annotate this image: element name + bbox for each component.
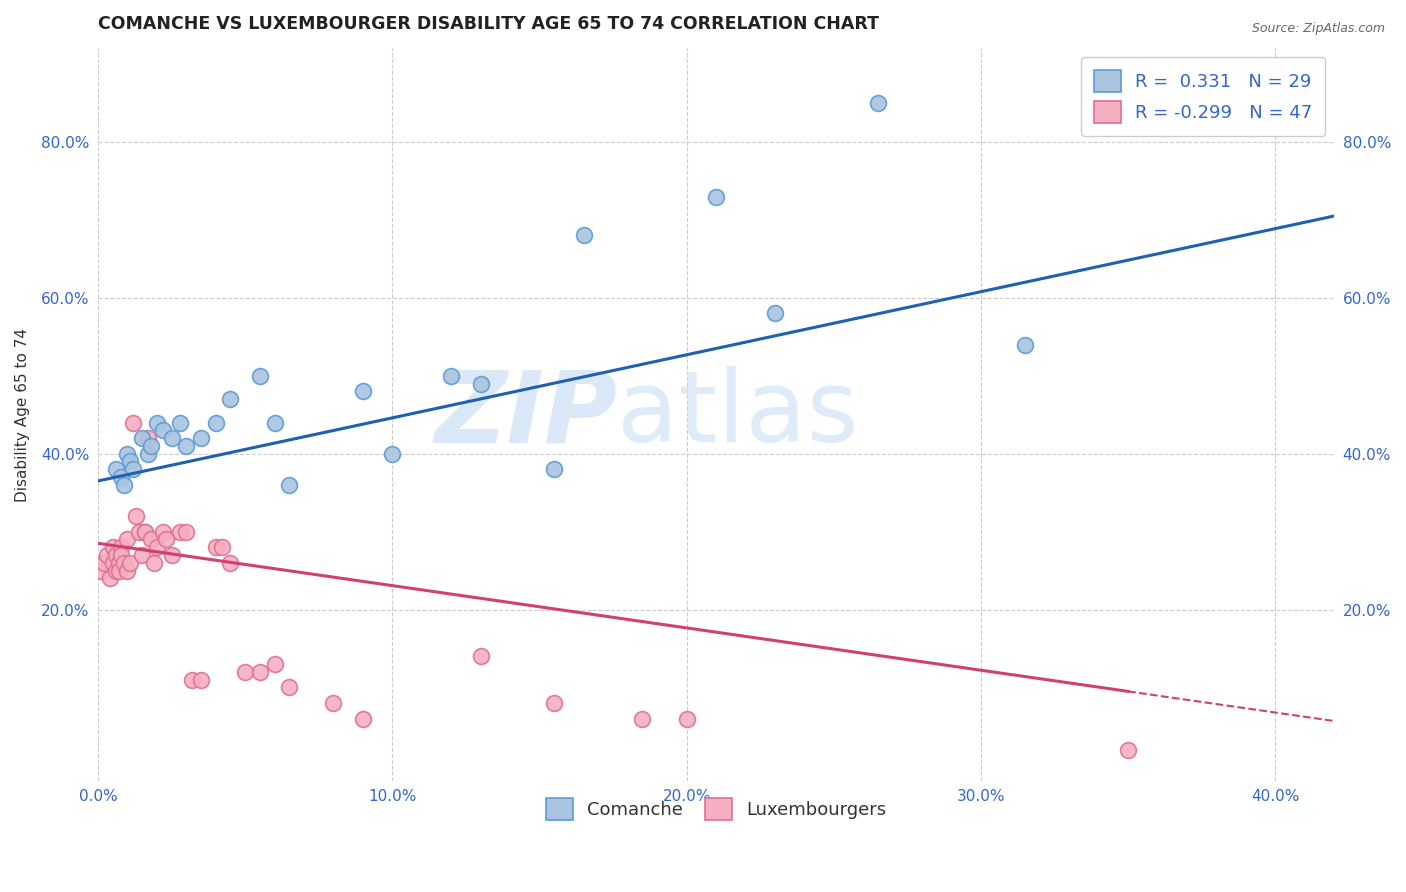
Point xyxy=(160,548,183,562)
Point xyxy=(763,306,786,320)
Point xyxy=(134,524,156,539)
Point xyxy=(128,524,150,539)
Point xyxy=(190,431,212,445)
Point xyxy=(1014,337,1036,351)
Point xyxy=(169,416,191,430)
Point xyxy=(440,368,463,383)
Point xyxy=(117,564,139,578)
Point xyxy=(263,416,285,430)
Point xyxy=(96,548,118,562)
Point xyxy=(204,416,226,430)
Point xyxy=(219,392,242,406)
Text: ZIP: ZIP xyxy=(434,367,617,463)
Point xyxy=(134,524,156,539)
Point xyxy=(675,712,697,726)
Point xyxy=(122,416,145,430)
Point xyxy=(233,665,256,679)
Point xyxy=(120,556,142,570)
Point xyxy=(152,423,174,437)
Point xyxy=(470,376,492,391)
Point xyxy=(155,533,177,547)
Point xyxy=(104,462,127,476)
Point xyxy=(352,712,374,726)
Point xyxy=(146,540,169,554)
Point xyxy=(90,564,112,578)
Point xyxy=(631,712,654,726)
Point xyxy=(543,696,565,710)
Point xyxy=(278,478,301,492)
Text: atlas: atlas xyxy=(617,367,859,463)
Point xyxy=(101,540,124,554)
Point xyxy=(263,657,285,672)
Point xyxy=(190,673,212,687)
Point xyxy=(142,556,165,570)
Point xyxy=(136,447,159,461)
Point xyxy=(381,447,404,461)
Point xyxy=(181,673,204,687)
Point xyxy=(131,548,153,562)
Point xyxy=(122,462,145,476)
Point xyxy=(107,556,129,570)
Text: COMANCHE VS LUXEMBOURGER DISABILITY AGE 65 TO 74 CORRELATION CHART: COMANCHE VS LUXEMBOURGER DISABILITY AGE … xyxy=(98,15,879,33)
Point xyxy=(104,564,127,578)
Point xyxy=(136,431,159,445)
Point xyxy=(114,556,136,570)
Point xyxy=(204,540,226,554)
Point xyxy=(249,665,271,679)
Y-axis label: Disability Age 65 to 74: Disability Age 65 to 74 xyxy=(15,327,30,501)
Text: Source: ZipAtlas.com: Source: ZipAtlas.com xyxy=(1251,22,1385,36)
Point xyxy=(101,556,124,570)
Point xyxy=(572,228,595,243)
Point xyxy=(131,431,153,445)
Legend: Comanche, Luxembourgers: Comanche, Luxembourgers xyxy=(538,790,894,827)
Point xyxy=(104,548,127,562)
Point xyxy=(866,95,889,110)
Point xyxy=(110,540,132,554)
Point xyxy=(117,447,139,461)
Point xyxy=(211,540,233,554)
Point xyxy=(470,649,492,664)
Point xyxy=(219,556,242,570)
Point xyxy=(249,368,271,383)
Point xyxy=(174,524,197,539)
Point xyxy=(125,509,148,524)
Point xyxy=(98,571,121,585)
Point xyxy=(114,478,136,492)
Point xyxy=(93,556,115,570)
Point xyxy=(704,189,727,203)
Point xyxy=(139,533,162,547)
Point xyxy=(322,696,344,710)
Point xyxy=(152,524,174,539)
Point xyxy=(120,454,142,468)
Point xyxy=(107,564,129,578)
Point xyxy=(174,439,197,453)
Point xyxy=(160,431,183,445)
Point xyxy=(117,533,139,547)
Point xyxy=(146,416,169,430)
Point xyxy=(139,439,162,453)
Point xyxy=(169,524,191,539)
Point xyxy=(110,548,132,562)
Point xyxy=(278,681,301,695)
Point xyxy=(110,470,132,484)
Point xyxy=(1116,743,1139,757)
Point xyxy=(352,384,374,399)
Point xyxy=(543,462,565,476)
